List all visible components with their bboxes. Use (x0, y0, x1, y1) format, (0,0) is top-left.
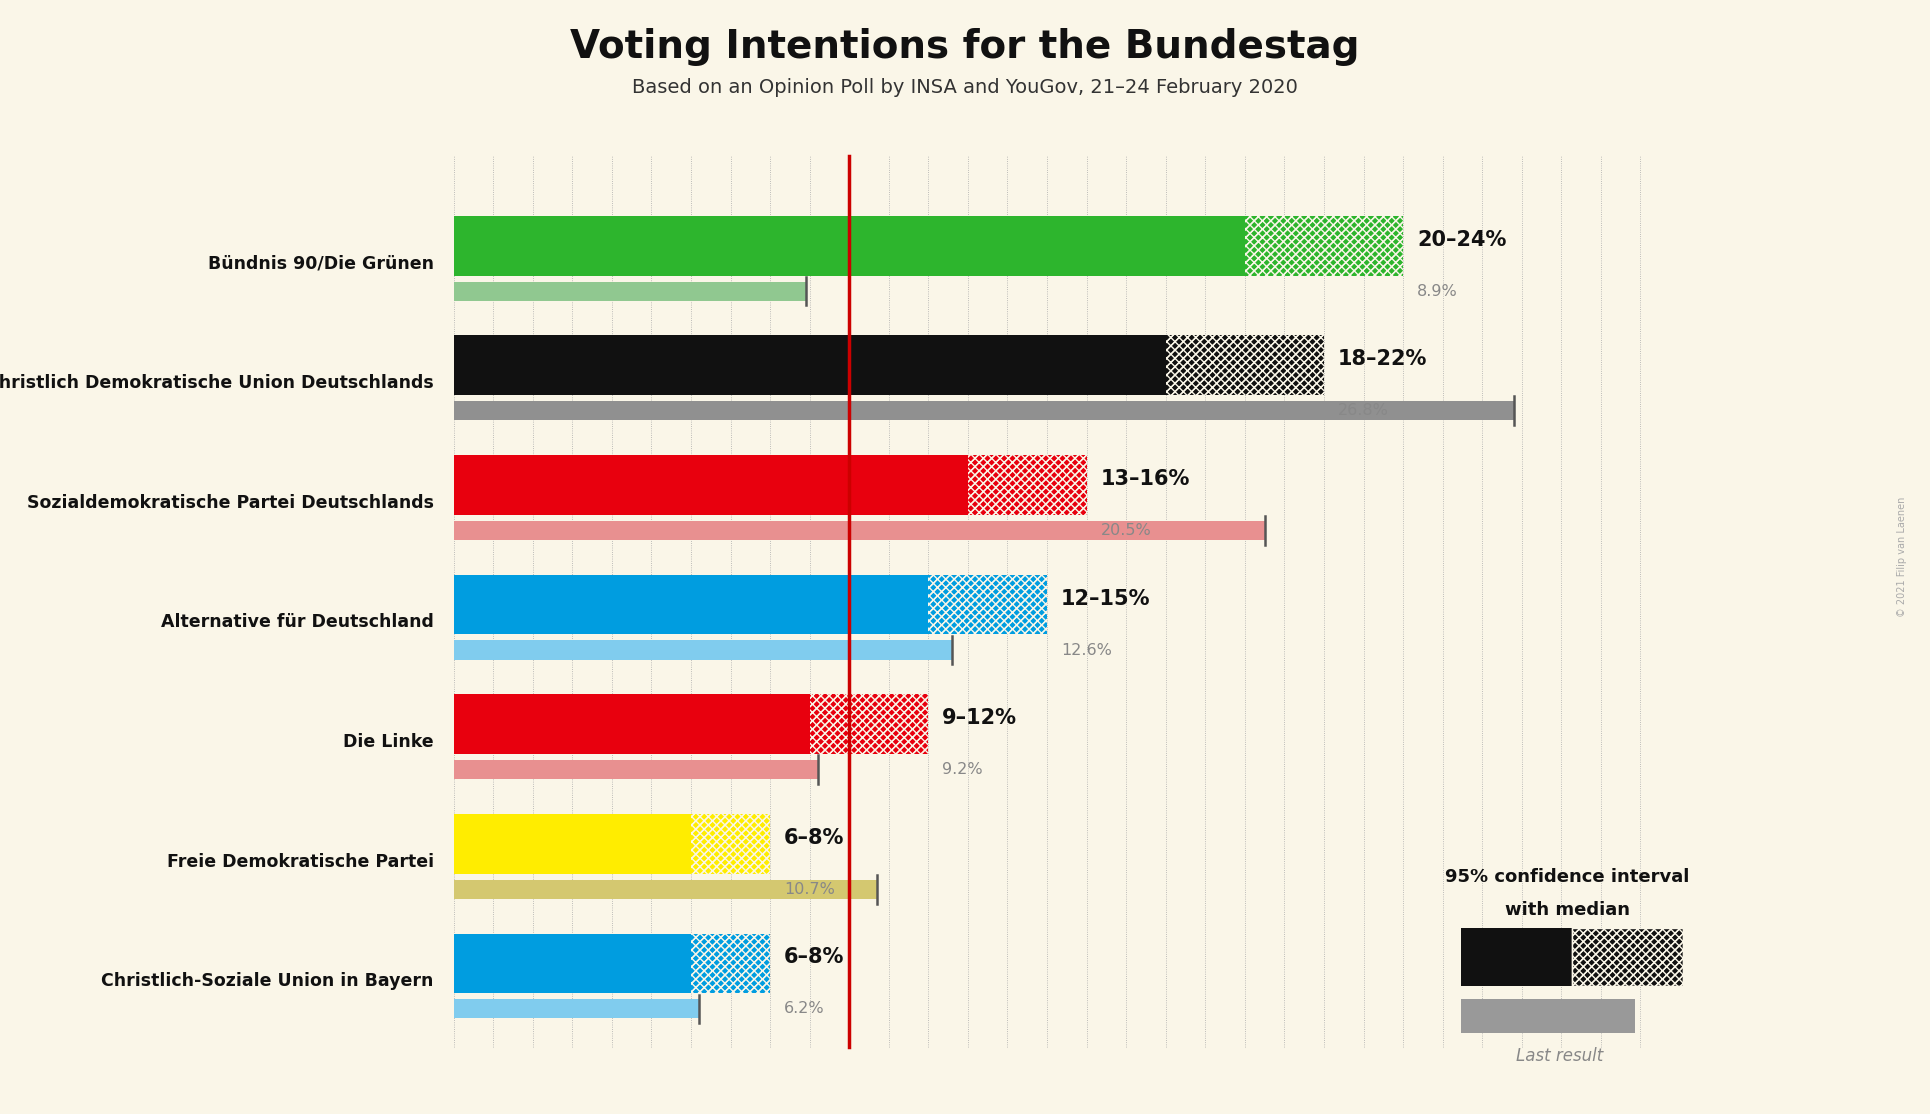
Bar (811, 694, 928, 754)
Text: Voting Intentions for the Bundestag: Voting Intentions for the Bundestag (569, 28, 1361, 66)
Bar (454, 401, 1513, 420)
Bar (691, 934, 770, 994)
Bar (967, 455, 1087, 515)
Bar (454, 216, 1245, 275)
Bar (1166, 335, 1324, 395)
Text: 13–16%: 13–16% (1100, 469, 1189, 489)
Text: 6–8%: 6–8% (784, 947, 843, 967)
Text: © 2021 Filip van Laenen: © 2021 Filip van Laenen (1897, 497, 1907, 617)
Bar (454, 455, 967, 515)
Bar (967, 455, 1087, 515)
Bar (454, 641, 951, 659)
Text: 20–24%: 20–24% (1417, 229, 1505, 250)
Text: Based on an Opinion Poll by INSA and YouGov, 21–24 February 2020: Based on an Opinion Poll by INSA and You… (631, 78, 1299, 97)
Text: Christlich Demokratische Union Deutschlands: Christlich Demokratische Union Deutschla… (0, 374, 434, 392)
Bar (454, 521, 1264, 540)
Bar (454, 694, 811, 754)
Text: Christlich-Soziale Union in Bayern: Christlich-Soziale Union in Bayern (102, 973, 434, 990)
Bar (691, 814, 770, 873)
Text: 95% confidence interval: 95% confidence interval (1446, 868, 1689, 886)
Bar (454, 934, 691, 994)
Text: Bündnis 90/Die Grünen: Bündnis 90/Die Grünen (208, 255, 434, 273)
Bar (454, 282, 805, 301)
Text: 9.2%: 9.2% (942, 762, 982, 778)
Bar (691, 814, 770, 873)
Text: 26.8%: 26.8% (1337, 403, 1390, 418)
Bar (691, 934, 770, 994)
Bar (454, 814, 691, 873)
Bar (1245, 216, 1403, 275)
Text: Last result: Last result (1515, 1047, 1604, 1065)
Text: Freie Demokratische Partei: Freie Demokratische Partei (166, 852, 434, 871)
Bar (454, 999, 699, 1018)
Text: 6.2%: 6.2% (784, 1001, 824, 1016)
Text: 20.5%: 20.5% (1100, 522, 1150, 538)
Text: 12–15%: 12–15% (1062, 588, 1150, 608)
Text: 6–8%: 6–8% (784, 828, 843, 848)
Text: Die Linke: Die Linke (344, 733, 434, 751)
Bar (454, 335, 1166, 395)
Bar (811, 694, 928, 754)
Bar (928, 575, 1046, 635)
Bar (1571, 928, 1683, 986)
Bar (1245, 216, 1403, 275)
Bar (1571, 928, 1683, 986)
Text: with median: with median (1505, 901, 1629, 919)
Bar (1166, 335, 1324, 395)
Bar (454, 760, 818, 779)
Text: 10.7%: 10.7% (784, 882, 836, 897)
Text: 9–12%: 9–12% (942, 709, 1017, 729)
Text: 8.9%: 8.9% (1417, 284, 1457, 299)
Text: Alternative für Deutschland: Alternative für Deutschland (160, 614, 434, 632)
Bar (454, 880, 876, 899)
Text: 12.6%: 12.6% (1062, 643, 1112, 657)
Text: Sozialdemokratische Partei Deutschlands: Sozialdemokratische Partei Deutschlands (27, 494, 434, 511)
Text: 18–22%: 18–22% (1337, 350, 1426, 370)
Bar (928, 575, 1046, 635)
Bar (454, 575, 928, 635)
Bar (1461, 928, 1571, 986)
